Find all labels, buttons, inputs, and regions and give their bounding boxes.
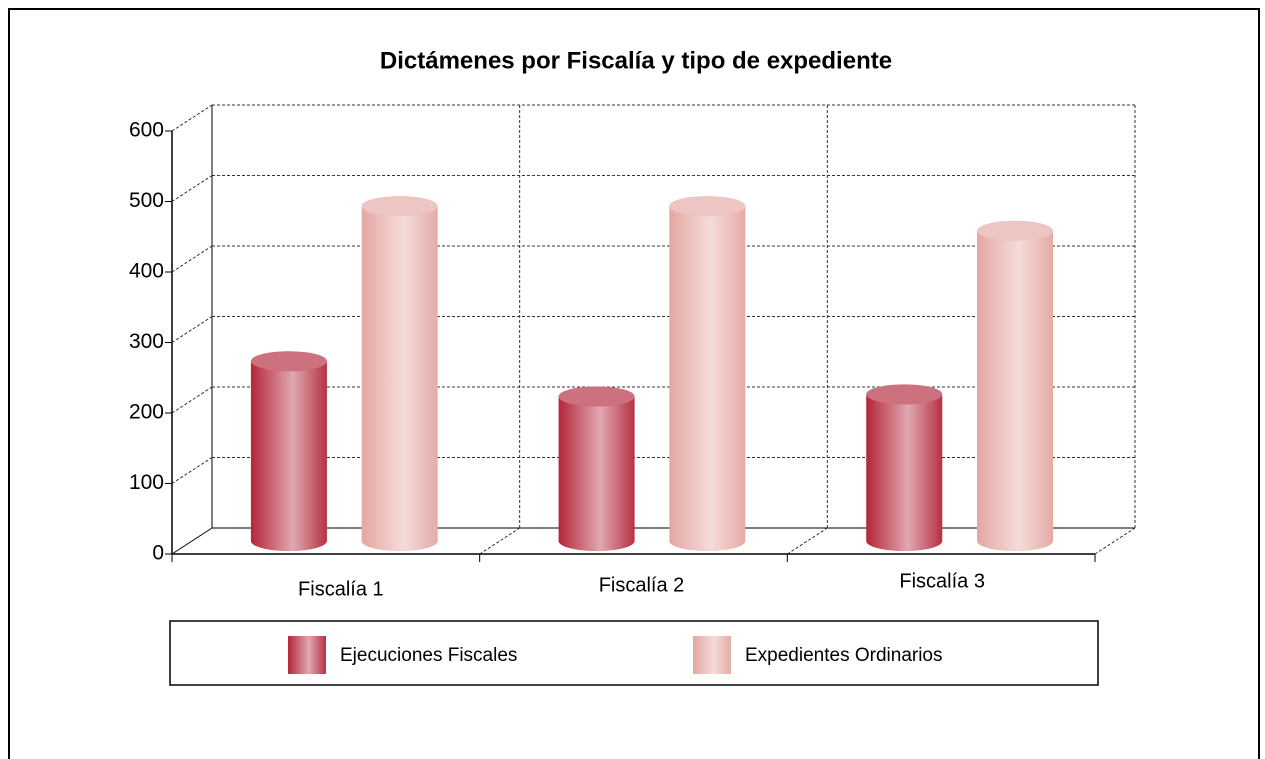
y-tick-label: 300 [129,330,164,353]
legend-swatch-shine [693,636,731,674]
floor-divider [787,527,828,555]
bar [866,384,943,551]
bar [977,220,1054,552]
legend-swatch [693,636,731,674]
grid-line [171,386,213,414]
floor-divider [1094,527,1136,555]
legend-label: Ejecuciones Fiscales [340,645,517,666]
cylinder-top [361,196,438,217]
cylinder-top [558,386,635,407]
grid-line [171,245,213,273]
cylinder-shading [250,361,327,551]
cylinder-top-shade [669,196,746,217]
grid-line [171,457,213,484]
bar [361,196,438,551]
floor-divider [171,527,213,555]
cylinder-top-shade [361,196,438,217]
legend-label: Expedientes Ordinarios [745,645,943,666]
y-tick-label: 400 [129,260,164,283]
x-tick-label: Fiscalía 1 [298,578,384,600]
grid-line [171,104,213,132]
chart-title: Dictámenes por Fiscalía y tipo de expedi… [380,47,892,74]
cylinder-top-shade [866,384,943,405]
legend-swatch [288,636,326,674]
cylinder-top-shade [250,351,327,372]
cylinder-shading [669,206,746,551]
y-tick-label: 0 [152,542,164,565]
x-tick-label: Fiscalía 2 [599,574,685,596]
y-tick-label: 600 [129,119,164,142]
grid-line [171,316,213,343]
cylinder-shading [866,394,943,551]
y-tick-label: 100 [129,471,164,494]
cylinder-shading [558,396,635,551]
bar [558,386,635,551]
x-tick-label: Fiscalía 3 [899,570,985,592]
cylinder-top [669,196,746,217]
cylinder-top-shade [977,220,1054,241]
cylinder-shading [977,230,1054,552]
y-tick-label: 200 [129,401,164,424]
y-tick-label: 500 [129,189,164,212]
bar [669,196,746,551]
cylinder-top [250,351,327,372]
frame [8,8,1260,759]
grid-line [171,175,213,202]
legend-swatch-shine [288,636,326,674]
cylinder-top-shade [558,386,635,407]
cylinder-top [866,384,943,405]
bar [250,351,327,551]
cylinder-shading [361,206,438,551]
floor-divider [479,527,520,555]
cylinder-top [977,220,1054,241]
